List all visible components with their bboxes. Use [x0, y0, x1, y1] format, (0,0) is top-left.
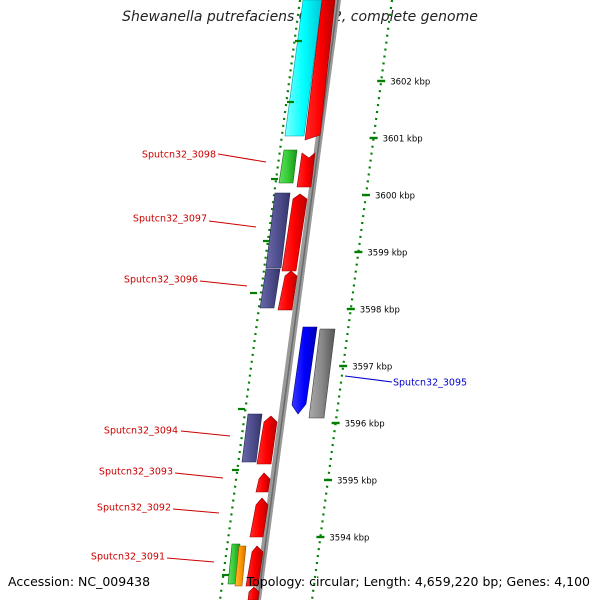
cds-sputcn32-3096 — [259, 268, 298, 311]
rna-feature — [284, 0, 323, 137]
gene-label-leader — [217, 153, 267, 163]
gene-label-leader — [174, 472, 224, 479]
gene-label: Sputcn32_3097 — [133, 214, 207, 225]
ruler-tick-label: 3597 kbp — [352, 363, 392, 373]
cds-sputcn32-3095 — [291, 326, 336, 419]
ruler-tick-label: 3599 kbp — [367, 249, 407, 259]
gene-label-leader — [208, 220, 257, 228]
cds-sputcn32-3097 — [265, 192, 308, 272]
accession-text: Accession: NC_009438 — [8, 574, 151, 589]
gene-label: Sputcn32_3098 — [142, 150, 216, 161]
inner-track-ticks — [222, 39, 302, 577]
gene-label: Sputcn32_3094 — [104, 426, 178, 437]
genome-summary-text: Topology: circular; Length: 4,659,220 bp… — [246, 574, 590, 589]
gene-label-leader — [199, 280, 248, 287]
gene-labels: Sputcn32_3098 Sputcn32_3097 Sputcn32_3096 S… — [91, 150, 467, 563]
gene-label-leader — [180, 430, 231, 437]
cds-sputcn32-3098 — [278, 149, 316, 188]
ruler-tick-label: 3594 kbp — [329, 534, 369, 544]
ruler: 3602 kbp 3601 kbp 3600 kbp 3599 kbp 3598 kbp… — [316, 78, 430, 544]
gene-label-leader — [344, 375, 393, 383]
cds-sputcn32-3094 — [241, 413, 278, 465]
ruler-tick-label: 3596 kbp — [345, 420, 385, 430]
gene-label-leader — [166, 557, 215, 563]
ruler-track-outer — [310, 0, 394, 600]
ruler-tick-label: 3602 kbp — [390, 78, 430, 88]
cds-sputcn32-3092 — [249, 497, 269, 538]
gene-label: Sputcn32_3091 — [91, 552, 165, 563]
gene-label: Sputcn32_3093 — [99, 467, 173, 478]
gene-label: Sputcn32_3096 — [124, 275, 198, 286]
ruler-tick-label: 3600 kbp — [375, 192, 415, 202]
gene-label: Sputcn32_3092 — [97, 503, 171, 514]
cds-sputcn32-3091 — [227, 543, 264, 600]
gene-label: Sputcn32_3095 — [393, 378, 467, 389]
gene-label-leader — [172, 508, 220, 514]
ruler-tick-label: 3598 kbp — [360, 306, 400, 316]
cds-sputcn32-3093 — [255, 472, 271, 493]
ruler-tick-label: 3595 kbp — [337, 477, 377, 487]
ruler-tick-label: 3601 kbp — [383, 135, 423, 145]
cds-top — [304, 0, 336, 141]
ruler-track-inner — [218, 0, 302, 600]
